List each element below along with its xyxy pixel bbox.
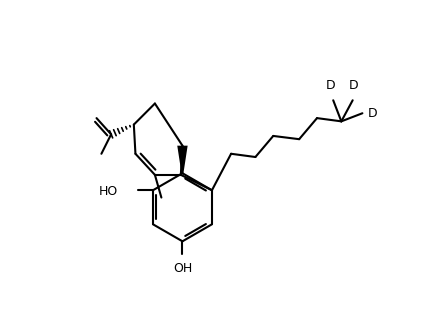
Text: D: D (326, 79, 336, 92)
Text: D: D (368, 107, 378, 120)
Text: D: D (349, 79, 358, 92)
Text: HO: HO (98, 184, 118, 198)
Polygon shape (177, 146, 187, 173)
Text: OH: OH (173, 262, 192, 275)
